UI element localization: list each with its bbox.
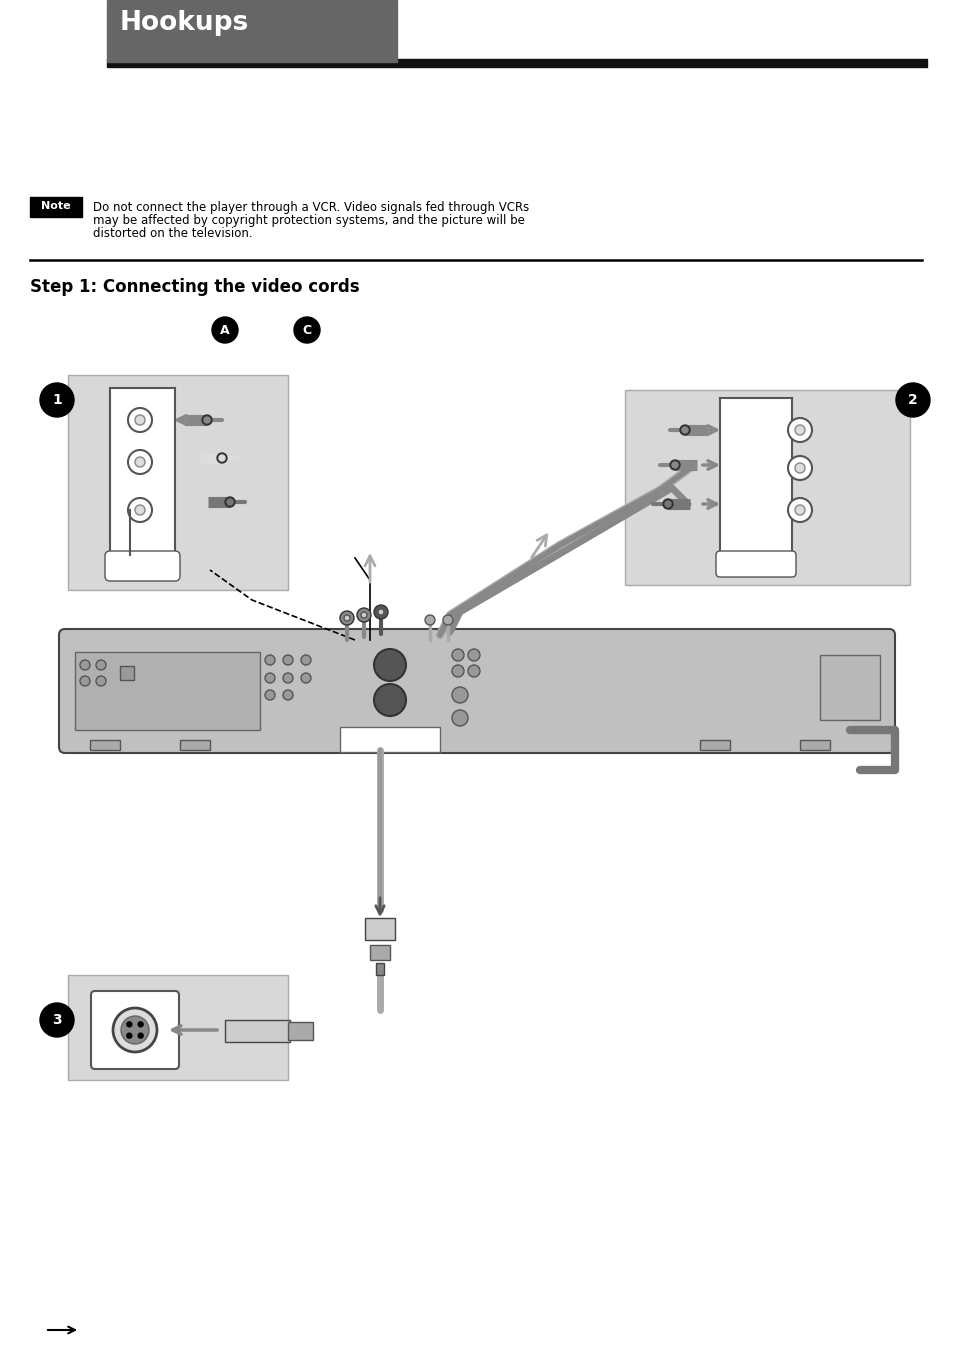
Circle shape (468, 649, 479, 661)
Circle shape (374, 684, 406, 717)
Circle shape (794, 462, 804, 473)
Circle shape (356, 608, 371, 622)
Circle shape (339, 611, 354, 625)
Bar (375, 963, 384, 975)
Circle shape (468, 665, 479, 677)
Circle shape (452, 665, 463, 677)
Circle shape (128, 450, 152, 475)
Bar (90, 740, 120, 750)
Circle shape (135, 506, 145, 515)
Circle shape (787, 498, 811, 522)
Circle shape (216, 453, 227, 462)
Bar (107, 59, 926, 68)
Circle shape (283, 673, 293, 683)
Bar (700, 740, 729, 750)
Circle shape (138, 1033, 143, 1038)
Text: distorted on the television.: distorted on the television. (92, 227, 253, 241)
Circle shape (265, 673, 274, 683)
Text: Do not connect the player through a VCR. Video signals fed through VCRs: Do not connect the player through a VCR.… (92, 201, 529, 214)
Bar (365, 918, 395, 940)
Circle shape (374, 604, 388, 619)
Circle shape (202, 415, 212, 425)
FancyBboxPatch shape (59, 629, 894, 753)
Text: 3: 3 (52, 1013, 62, 1028)
Text: Step 1: Connecting the video cords: Step 1: Connecting the video cords (30, 279, 359, 296)
Circle shape (671, 462, 678, 468)
Circle shape (787, 418, 811, 442)
Bar (800, 740, 829, 750)
Bar (624, 389, 909, 585)
Circle shape (679, 425, 689, 435)
Circle shape (895, 383, 929, 416)
Bar (225, 1019, 290, 1042)
Circle shape (794, 425, 804, 435)
Circle shape (219, 456, 225, 461)
Circle shape (138, 1022, 143, 1026)
Bar (75, 652, 260, 730)
Circle shape (225, 498, 234, 507)
Circle shape (135, 457, 145, 466)
Bar (820, 654, 879, 721)
Circle shape (301, 654, 311, 665)
Circle shape (377, 608, 384, 615)
Bar (110, 388, 174, 576)
Circle shape (669, 460, 679, 470)
Text: Note: Note (41, 201, 71, 211)
Circle shape (424, 615, 435, 625)
FancyBboxPatch shape (105, 552, 180, 581)
Circle shape (283, 654, 293, 665)
Circle shape (128, 408, 152, 433)
Circle shape (794, 506, 804, 515)
Circle shape (80, 660, 90, 671)
Circle shape (80, 676, 90, 685)
Circle shape (452, 687, 468, 703)
Circle shape (664, 502, 670, 507)
Circle shape (662, 499, 672, 508)
Text: Hookups: Hookups (120, 9, 249, 37)
Text: 1: 1 (52, 393, 62, 407)
Bar (68, 375, 288, 589)
Circle shape (301, 673, 311, 683)
Text: A: A (220, 323, 230, 337)
Circle shape (452, 649, 463, 661)
Circle shape (112, 1009, 157, 1052)
Circle shape (452, 710, 468, 726)
Circle shape (681, 427, 687, 433)
Bar (30, 197, 82, 218)
Circle shape (374, 649, 406, 681)
FancyBboxPatch shape (716, 552, 795, 577)
Circle shape (344, 615, 350, 621)
Text: may be affected by copyright protection systems, and the picture will be: may be affected by copyright protection … (92, 214, 524, 227)
Bar (68, 975, 288, 1080)
Circle shape (40, 383, 74, 416)
Circle shape (204, 416, 210, 423)
Circle shape (227, 499, 233, 506)
Circle shape (787, 456, 811, 480)
Circle shape (283, 690, 293, 700)
Bar (370, 945, 390, 960)
Bar (120, 667, 133, 680)
Circle shape (135, 415, 145, 425)
Bar (107, 0, 396, 62)
Circle shape (127, 1033, 132, 1038)
Circle shape (40, 1003, 74, 1037)
Bar (720, 397, 791, 573)
Bar (288, 1022, 313, 1040)
Bar (339, 727, 439, 752)
Circle shape (127, 1022, 132, 1026)
Circle shape (294, 316, 319, 343)
Circle shape (442, 615, 453, 625)
Circle shape (96, 676, 106, 685)
Text: 2: 2 (907, 393, 917, 407)
Circle shape (360, 612, 367, 618)
Circle shape (96, 660, 106, 671)
Circle shape (265, 690, 274, 700)
Circle shape (265, 654, 274, 665)
Bar (180, 740, 210, 750)
Circle shape (212, 316, 237, 343)
FancyBboxPatch shape (91, 991, 179, 1069)
Circle shape (121, 1015, 149, 1044)
Text: C: C (302, 323, 312, 337)
Circle shape (128, 498, 152, 522)
